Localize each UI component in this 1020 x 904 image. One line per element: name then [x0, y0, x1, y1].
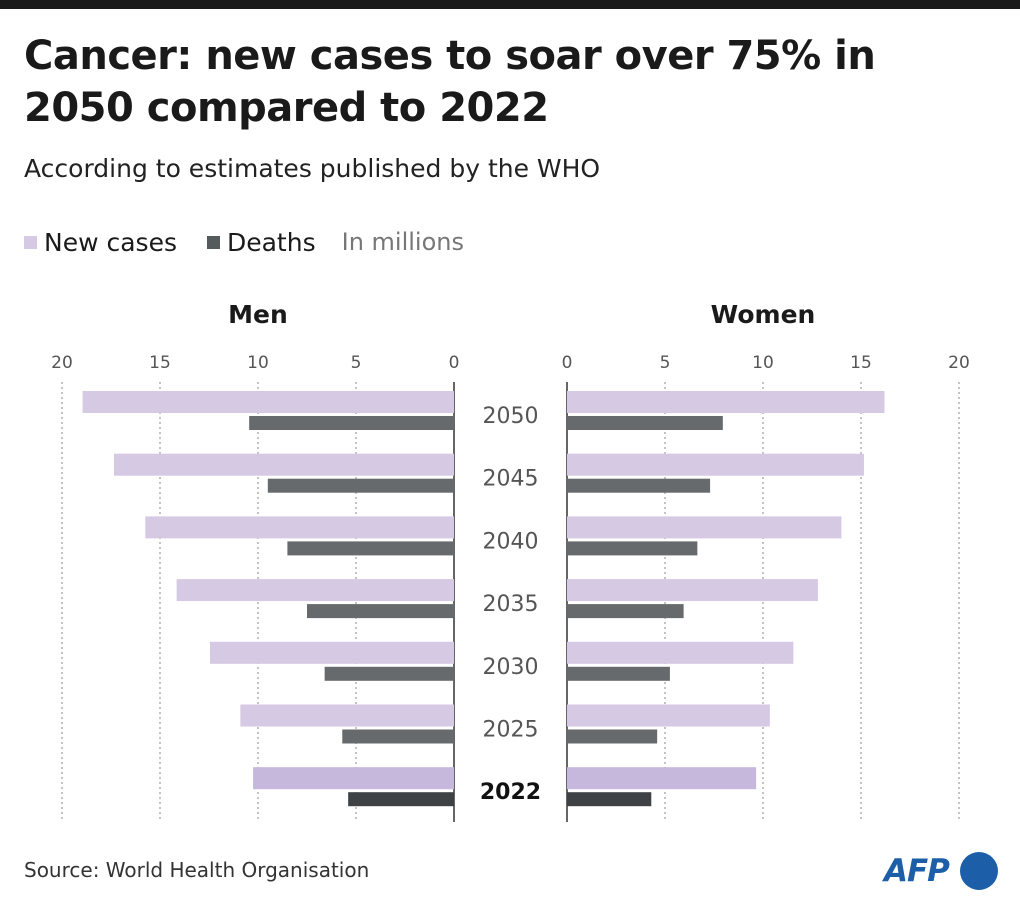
- legend: New cases Deaths In millions: [24, 222, 464, 262]
- men-new-cases-bar-2035: [176, 579, 454, 602]
- year-label-2050: 2050: [483, 404, 539, 429]
- chart-title: Cancer: new cases to soar over 75% in 20…: [24, 33, 876, 131]
- women-deaths-bar-2040: [567, 541, 698, 556]
- afp-logo-text: AFP: [884, 853, 950, 889]
- women-tick-label: 10: [752, 353, 774, 373]
- women-tick-label: 15: [850, 353, 872, 373]
- men-deaths-bar-2035: [307, 604, 454, 619]
- women-new-cases-bar-2030: [567, 641, 794, 664]
- legend-swatch-new-cases: [24, 235, 37, 249]
- legend-label-new-cases: New cases: [44, 227, 177, 257]
- women-deaths-bar-2025: [567, 729, 658, 744]
- men-deaths-bar-2050: [249, 416, 454, 430]
- men-new-cases-bar-2030: [209, 641, 454, 664]
- legend-item-deaths: Deaths: [206, 227, 316, 257]
- women-new-cases-bar-2045: [567, 453, 864, 476]
- women-new-cases-bar-2025: [567, 704, 770, 727]
- women-new-cases-bar-2040: [567, 516, 842, 539]
- men-tick-label: 10: [247, 353, 269, 373]
- men-deaths-bar-2022: [348, 792, 454, 807]
- legend-item-new-cases: New cases: [24, 228, 177, 257]
- men-deaths-bar-2040: [287, 541, 454, 556]
- legend-label-deaths: Deaths: [226, 227, 316, 257]
- year-label-2035: 2035: [483, 592, 539, 617]
- year-label-2040: 2040: [483, 529, 539, 554]
- year-label-2025: 2025: [483, 718, 539, 743]
- women-panel-title: Women: [711, 300, 816, 329]
- women-new-cases-bar-2050: [567, 391, 885, 413]
- women-tick-label: 20: [948, 353, 970, 373]
- year-label-2030: 2030: [483, 655, 539, 680]
- women-deaths-bar-2030: [567, 666, 670, 681]
- legend-unit: In millions: [341, 228, 464, 256]
- afp-logo-dot: [960, 852, 998, 890]
- legend-swatch-deaths: [206, 235, 220, 249]
- men-deaths-bar-2030: [324, 666, 454, 681]
- women-deaths-bar-2045: [567, 478, 711, 493]
- afp-logo: AFP: [884, 850, 1000, 892]
- chart-subtitle: According to estimates published by the …: [24, 154, 601, 183]
- men-new-cases-bar-2040: [145, 516, 455, 539]
- women-tick-label: 0: [562, 353, 573, 373]
- source-note: Source: World Health Organisation: [24, 858, 370, 882]
- men-tick-label: 20: [51, 353, 73, 373]
- men-deaths-bar-2045: [267, 478, 454, 493]
- women-deaths-bar-2035: [567, 604, 684, 619]
- men-panel-title: Men: [228, 300, 288, 329]
- men-deaths-bar-2025: [342, 729, 454, 744]
- year-label-2022: 2022: [480, 780, 541, 805]
- men-new-cases-bar-2050: [82, 391, 454, 413]
- women-new-cases-bar-2022: [567, 767, 757, 790]
- men-tick-label: 0: [449, 353, 460, 373]
- men-tick-label: 5: [351, 353, 362, 373]
- men-tick-label: 15: [149, 353, 171, 373]
- women-deaths-bar-2022: [567, 792, 652, 807]
- women-new-cases-bar-2035: [567, 579, 818, 602]
- men-new-cases-bar-2045: [113, 453, 454, 476]
- women-deaths-bar-2050: [567, 416, 723, 430]
- men-new-cases-bar-2022: [253, 767, 454, 790]
- year-label-2045: 2045: [483, 467, 539, 492]
- top-rule: [0, 0, 1020, 9]
- women-tick-label: 5: [660, 353, 671, 373]
- men-new-cases-bar-2025: [240, 704, 454, 727]
